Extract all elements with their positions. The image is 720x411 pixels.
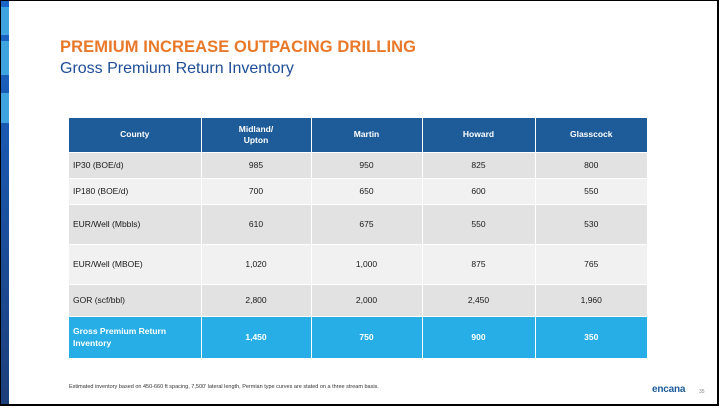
side-bar-segment [1,7,9,35]
total-label: Gross Premium Return Inventory [69,315,202,358]
total-cell: 900 [422,315,536,358]
side-bar-segment [1,41,9,75]
table-cell: 530 [535,203,647,244]
table-cell: 550 [422,203,536,244]
row-label: EUR/Well (Mbbls) [69,203,202,244]
side-accent-bar [1,1,9,404]
table-cell: 600 [422,177,536,204]
table-row: EUR/Well (MBOE) 1,020 1,000 875 765 [69,243,647,284]
slide-title: PREMIUM INCREASE OUTPACING DRILLING [60,38,417,56]
table-cell: 700 [201,177,312,204]
header-martin: Martin [311,118,423,152]
table-cell: 985 [201,151,312,178]
header-howard: Howard [422,118,536,152]
total-cell: 350 [535,315,647,358]
table-cell: 1,000 [311,243,423,284]
row-label: IP30 (BOE/d) [69,151,202,178]
table-cell: 675 [311,203,423,244]
table-header-row: County Midland/ Upton Martin Howard Glas… [69,118,647,152]
header-county: County [69,118,202,152]
table-row: GOR (scf/bbl) 2,800 2,000 2,450 1,960 [69,283,647,316]
table-cell: 1,960 [535,283,647,316]
footnote: Estimated inventory based on 450-660 ft … [69,384,379,390]
table-cell: 1,020 [201,243,312,284]
table-row: IP30 (BOE/d) 985 950 825 800 [69,151,647,178]
table-total-row: Gross Premium Return Inventory 1,450 750… [69,315,647,358]
total-cell: 1,450 [201,315,312,358]
row-label: IP180 (BOE/d) [69,177,202,204]
table-cell: 800 [535,151,647,178]
logo-wordmark: encana [652,384,686,395]
table-cell: 2,450 [422,283,536,316]
table-cell: 2,800 [201,283,312,316]
table-cell: 550 [535,177,647,204]
slide-subtitle: Gross Premium Return Inventory [60,60,294,77]
row-label: EUR/Well (MBOE) [69,243,202,284]
header-midland-upton: Midland/ Upton [201,118,312,152]
row-label: GOR (scf/bbl) [69,283,202,316]
inventory-table: County Midland/ Upton Martin Howard Glas… [69,118,647,358]
table-cell: 875 [422,243,536,284]
header-glasscock: Glasscock [535,118,647,152]
total-cell: 750 [311,315,423,358]
table-cell: 650 [311,177,423,204]
page-number: 35 [699,389,705,395]
table-cell: 765 [535,243,647,284]
side-bar-segment [1,93,9,123]
table-row: EUR/Well (Mbbls) 610 675 550 530 [69,203,647,244]
encana-logo: encana [652,384,685,395]
table-cell: 610 [201,203,312,244]
table-cell: 825 [422,151,536,178]
table-cell: 2,000 [311,283,423,316]
table-row: IP180 (BOE/d) 700 650 600 550 [69,177,647,204]
table-cell: 950 [311,151,423,178]
